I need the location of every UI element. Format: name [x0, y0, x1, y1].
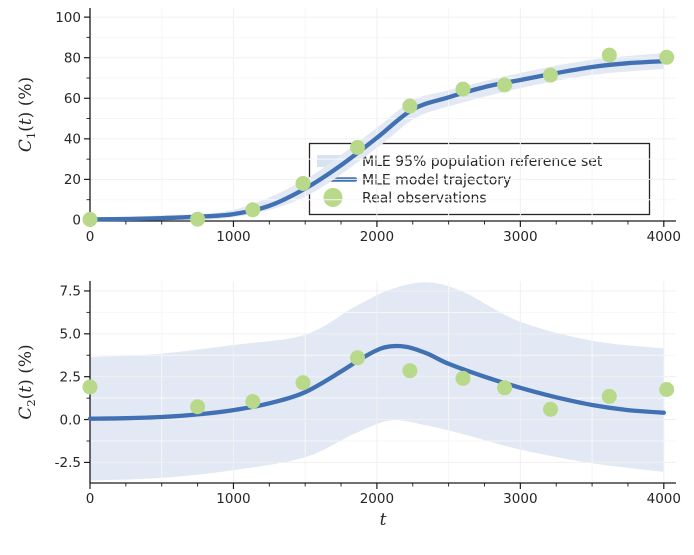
observation-dot	[402, 98, 418, 114]
x-tick-label: 0	[86, 229, 95, 245]
observation-dot	[190, 211, 206, 227]
legend-entry: Real observations	[323, 188, 487, 207]
observation-dot	[455, 370, 471, 386]
axes: 0 1000 2000 3000 4000 -2.5 0.0 2.5 5.0 7.5	[55, 281, 681, 507]
observation-dot	[350, 350, 365, 366]
observation-dot	[295, 375, 311, 391]
observation-dot	[245, 202, 261, 218]
y-tick-label: 7.5	[60, 284, 81, 300]
y-tick-label: 80	[64, 50, 81, 66]
observation-dot	[455, 81, 471, 97]
legend-label: Real observations	[362, 190, 487, 206]
gridlines	[90, 8, 676, 221]
x-axis-label: t	[380, 510, 387, 530]
observation-dot	[543, 67, 558, 83]
x-tick-label: 1000	[216, 229, 250, 245]
observation-dot	[497, 77, 513, 93]
trajectory-line	[87, 58, 666, 222]
axes: 0 1000 2000 3000 4000 0 20 40 60 80 100	[55, 8, 681, 245]
y-tick-label: 0.0	[60, 412, 81, 428]
c1-plot: MLE 95% population reference set MLE mode…	[16, 8, 681, 245]
y-axis-label: C2(t) (%)	[16, 344, 38, 419]
observation-dot	[497, 380, 513, 396]
observations	[82, 47, 675, 227]
observation-dot	[82, 379, 98, 395]
observation-dot	[659, 382, 675, 397]
gridlines	[90, 281, 676, 483]
x-tick-label: 2000	[360, 491, 394, 507]
x-tick-label: 3000	[503, 491, 537, 507]
x-tick-label: 2000	[360, 229, 394, 245]
observation-dot	[350, 139, 365, 155]
scatter-swatch	[323, 188, 343, 207]
observations	[82, 350, 675, 417]
y-tick-label: 2.5	[60, 369, 81, 385]
x-tick-label: 3000	[503, 229, 537, 245]
y-tick-label: 100	[55, 10, 81, 26]
observation-dot	[543, 401, 558, 417]
x-tick-label: 4000	[647, 229, 681, 245]
x-tick-label: 0	[86, 491, 95, 507]
y-tick-label: 0	[72, 213, 81, 229]
y-tick-label: 60	[64, 91, 81, 107]
observation-dot	[601, 388, 617, 404]
x-tick-label: 1000	[216, 491, 250, 507]
trajectory-line	[87, 343, 666, 421]
observation-dot	[245, 394, 261, 409]
legend-label: MLE model trajectory	[362, 172, 511, 188]
x-tick-label: 4000	[647, 491, 681, 507]
observation-dot	[295, 176, 311, 191]
observation-dot	[659, 49, 675, 65]
observation-dot	[190, 399, 206, 415]
observation-dot	[402, 363, 418, 379]
y-tick-label: -2.5	[55, 455, 81, 471]
observation-dot	[82, 211, 98, 227]
y-tick-label: 5.0	[60, 327, 81, 343]
y-axis-label: C1(t) (%)	[16, 77, 38, 152]
legend-label: MLE 95% population reference set	[362, 154, 603, 170]
c2-plot: 0 1000 2000 3000 4000 -2.5 0.0 2.5 5.0 7.5 C2(t) (…	[16, 281, 681, 530]
y-tick-label: 20	[64, 172, 81, 188]
y-tick-label: 40	[64, 132, 81, 148]
observation-dot	[601, 47, 617, 63]
